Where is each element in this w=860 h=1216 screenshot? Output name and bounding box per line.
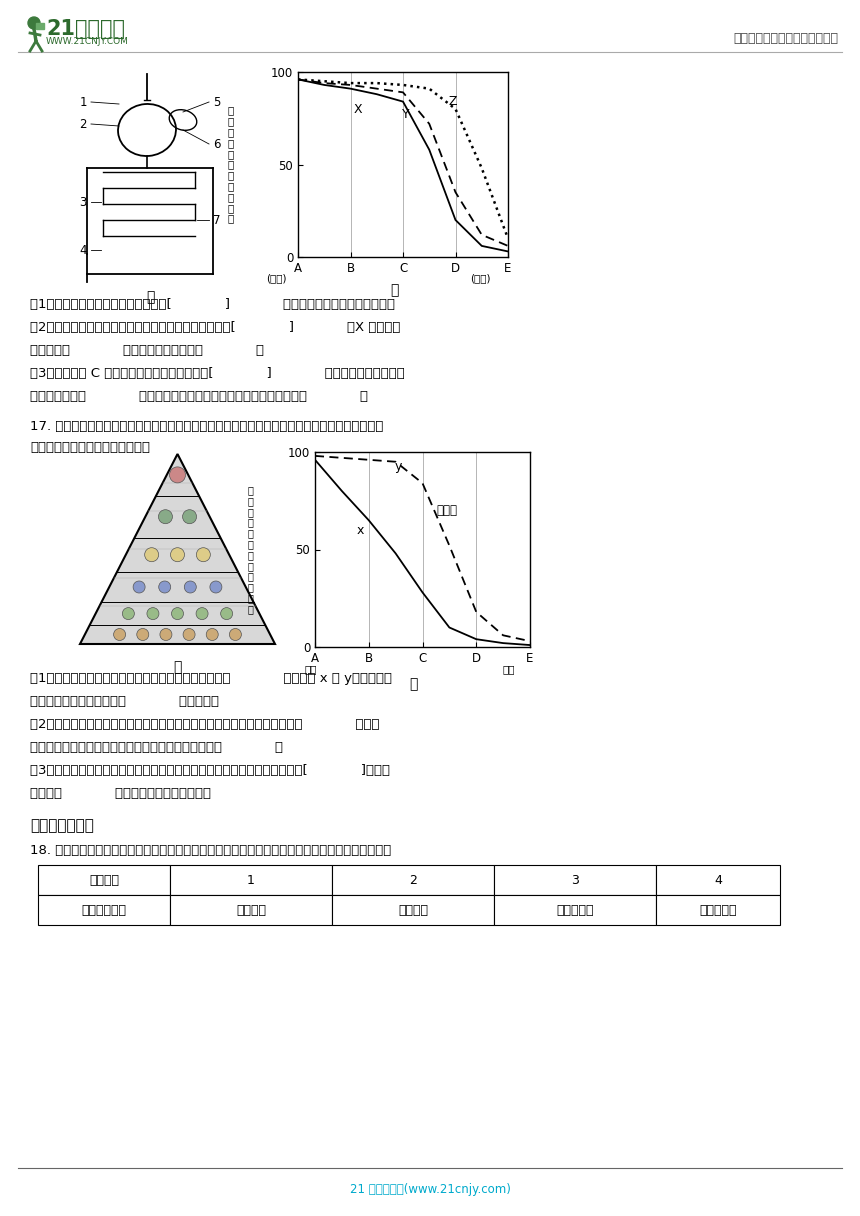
Text: 人体细胞的基本物质，这种物质最终在小肠中被分解成    。: 人体细胞的基本物质，这种物质最终在小肠中被分解成 。 xyxy=(30,741,283,754)
Text: (大肠): (大肠) xyxy=(470,274,491,283)
Text: 碎屑适量: 碎屑适量 xyxy=(398,903,428,917)
Circle shape xyxy=(182,510,197,524)
Circle shape xyxy=(147,608,159,620)
Bar xyxy=(38,865,170,895)
Bar xyxy=(494,895,656,925)
Text: y: y xyxy=(395,460,402,473)
Text: （1）图甲中，能够分泌胆汁的结构是[    ]    ，其分泌的胆汁储藏在胆囊中。: （1）图甲中，能够分泌胆汁的结构是[ ] ，其分泌的胆汁储藏在胆囊中。 xyxy=(30,298,395,311)
Text: 口腔: 口腔 xyxy=(304,664,316,675)
Text: WWW.21CNJY.COM: WWW.21CNJY.COM xyxy=(46,36,129,46)
Text: 食物的主要成分在消化道的    开始消化。: 食物的主要成分在消化道的 开始消化。 xyxy=(30,696,219,708)
Text: 表的物质是    ，该物质最终被分解为    。: 表的物质是 ，该物质最终被分解为 。 xyxy=(30,344,264,358)
Circle shape xyxy=(133,581,145,593)
Text: 4: 4 xyxy=(714,873,722,886)
Text: x: x xyxy=(357,524,365,537)
Text: 1: 1 xyxy=(247,873,255,886)
Bar xyxy=(38,895,170,925)
Text: 蛋白质: 蛋白质 xyxy=(436,505,457,517)
Text: （2）「学生饮用奶」有利于中小学生发育和成长，主要是因为牛奶中所含的    是构成: （2）「学生饮用奶」有利于中小学生发育和成长，主要是因为牛奶中所含的 是构成 xyxy=(30,717,379,731)
Y-axis label: 未
被
消
化
营
养
物
质
的
百
分
比: 未 被 消 化 营 养 物 质 的 百 分 比 xyxy=(248,485,254,614)
Text: 2: 2 xyxy=(79,118,87,130)
Circle shape xyxy=(169,467,186,483)
Text: 3: 3 xyxy=(79,196,87,208)
Text: 21 世纪教育网(www.21cnjy.com): 21 世纪教育网(www.21cnjy.com) xyxy=(349,1183,511,1197)
Text: Y: Y xyxy=(402,108,409,122)
Text: X: X xyxy=(354,102,363,116)
Circle shape xyxy=(114,629,126,641)
Text: 大肠: 大肠 xyxy=(502,664,514,675)
Bar xyxy=(332,895,494,925)
Circle shape xyxy=(230,629,242,641)
Circle shape xyxy=(196,547,211,562)
Bar xyxy=(332,865,494,895)
Text: 碎屑适量: 碎屑适量 xyxy=(236,903,266,917)
Y-axis label: 未
被
消
化
营
养
物
质
百
分
比: 未 被 消 化 营 养 物 质 百 分 比 xyxy=(228,106,234,224)
Bar xyxy=(494,865,656,895)
Text: 四、实验探究题: 四、实验探究题 xyxy=(30,818,94,833)
Bar xyxy=(656,865,780,895)
Text: 1: 1 xyxy=(79,96,87,108)
Text: (口腔): (口腔) xyxy=(267,274,287,283)
Polygon shape xyxy=(80,454,275,644)
Text: 的情况图，请据图回答下列问题：: 的情况图，请据图回答下列问题： xyxy=(30,441,150,454)
Text: 乙: 乙 xyxy=(409,677,418,691)
Circle shape xyxy=(170,547,185,562)
Text: （1）图甲中最顶层食物的主要成分的消化过程是图乙中    曲线（填 x 或 y）；最底层: （1）图甲中最顶层食物的主要成分的消化过程是图乙中 曲线（填 x 或 y）；最底… xyxy=(30,672,392,685)
Circle shape xyxy=(144,547,158,562)
Circle shape xyxy=(28,17,40,29)
Circle shape xyxy=(159,581,170,593)
Circle shape xyxy=(137,629,149,641)
Text: （2）图乙中，能够体现出营养物质被消化的主要部位是[    ]    ，X 曲线所代: （2）图乙中，能够体现出营养物质被消化的主要部位是[ ] ，X 曲线所代 xyxy=(30,321,401,334)
Bar xyxy=(656,895,780,925)
Text: 甲: 甲 xyxy=(146,289,154,304)
Text: 其中含有    、肠液、胰液三种消化液。: 其中含有 、肠液、胰液三种消化液。 xyxy=(30,787,211,800)
Text: 18. 实验探究：某中学生物社团的同学在探究「馒头在口腔中的变化」，请结合实验过程回答问题：: 18. 实验探究：某中学生物社团的同学在探究「馒头在口腔中的变化」，请结合实验过… xyxy=(30,844,391,857)
Circle shape xyxy=(171,608,183,620)
Text: 馒头碎屑或块: 馒头碎屑或块 xyxy=(82,903,126,917)
Text: （3）从图乙中营养物质的消化情况可以得出，三大营养物质主要在消化道的[    ]消化，: （3）从图乙中营养物质的消化情况可以得出，三大营养物质主要在消化道的[ ]消化， xyxy=(30,764,390,777)
Circle shape xyxy=(196,608,208,620)
Circle shape xyxy=(160,629,172,641)
Text: 17. 图甲是中国居民的「平衡膳食宝塔」图，图乙是淦粉、脂肪和蛋白质在消化道中各部位被消化: 17. 图甲是中国居民的「平衡膳食宝塔」图，图乙是淦粉、脂肪和蛋白质在消化道中各… xyxy=(30,420,384,433)
Text: 馒头块适量: 馒头块适量 xyxy=(699,903,737,917)
Text: 甲: 甲 xyxy=(174,660,181,674)
Text: 乙: 乙 xyxy=(390,283,399,297)
Circle shape xyxy=(221,608,233,620)
Text: 2: 2 xyxy=(409,873,417,886)
Circle shape xyxy=(183,629,195,641)
Text: 中小学教育资源及组卷应用平台: 中小学教育资源及组卷应用平台 xyxy=(733,32,838,45)
Text: 5: 5 xyxy=(213,96,221,108)
Text: 6: 6 xyxy=(213,137,221,151)
Circle shape xyxy=(206,629,218,641)
Circle shape xyxy=(158,510,173,524)
Text: 7: 7 xyxy=(213,214,221,226)
Text: 3: 3 xyxy=(571,873,579,886)
Circle shape xyxy=(210,581,222,593)
Bar xyxy=(36,23,44,29)
Circle shape xyxy=(122,608,134,620)
Text: 4: 4 xyxy=(79,243,87,257)
Text: 的消化液中含有    酶。在该器官内开始被消化的物质最终被分解为    。: 的消化液中含有 酶。在该器官内开始被消化的物质最终被分解为 。 xyxy=(30,390,368,402)
Text: （3）图乙中的 C 部位在图甲中所对应的器官是[    ]    ，该器官内腺体所分泌: （3）图乙中的 C 部位在图甲中所对应的器官是[ ] ，该器官内腺体所分泌 xyxy=(30,367,405,379)
Text: Z: Z xyxy=(449,95,458,108)
Text: 试管编号: 试管编号 xyxy=(89,873,119,886)
Bar xyxy=(170,895,332,925)
Bar xyxy=(170,865,332,895)
Circle shape xyxy=(184,581,196,593)
Text: 21世纪教育: 21世纪教育 xyxy=(46,19,125,39)
Text: 馒头块适量: 馒头块适量 xyxy=(556,903,593,917)
